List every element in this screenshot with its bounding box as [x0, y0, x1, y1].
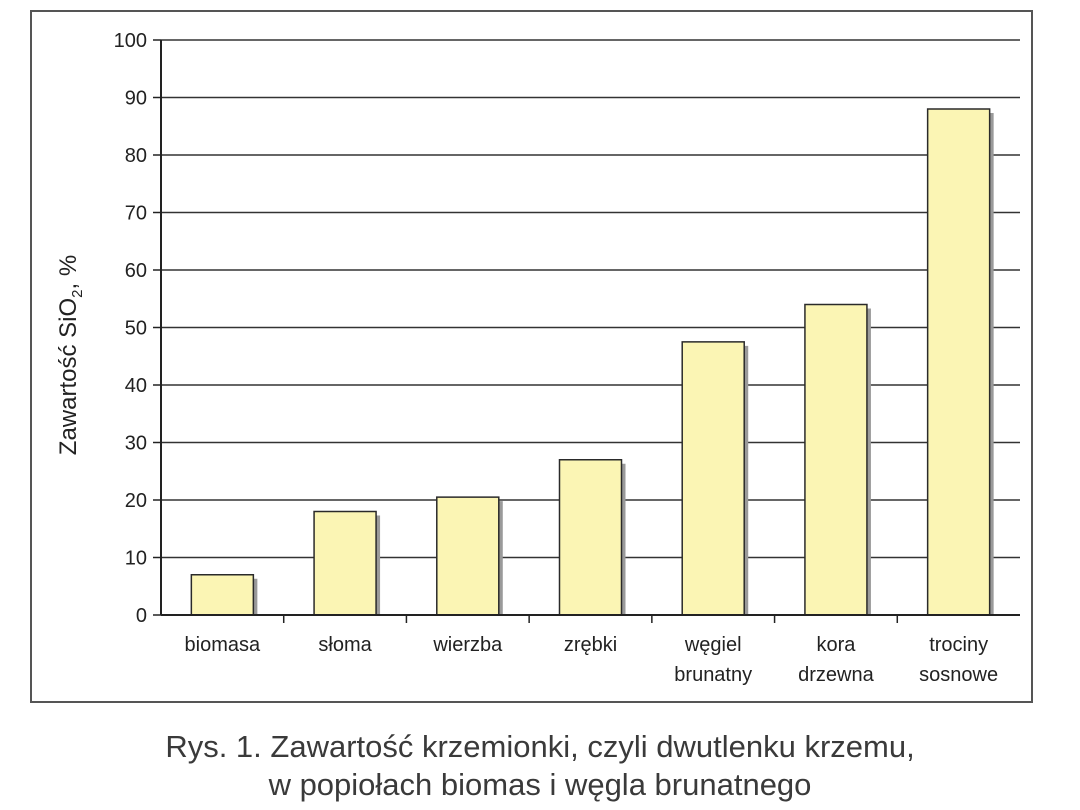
y-axis-title-main: Zawartość SiO [55, 298, 82, 455]
bar-2 [436, 496, 500, 616]
bar-1 [313, 510, 377, 616]
figure-caption: Rys. 1. Zawartość krzemionki, czyli dwut… [0, 728, 1080, 804]
x-tick-label: słoma [318, 634, 372, 656]
y-tick-label: 60 [125, 260, 147, 282]
x-tick-label: węgiel brunatny [674, 634, 752, 686]
bars [190, 108, 994, 616]
grid-lines [161, 39, 1020, 559]
x-tick-label: trociny sosnowe [919, 634, 998, 686]
bar-4 [681, 341, 745, 616]
bar-3 [558, 459, 623, 616]
y-tick-label: 10 [125, 548, 147, 570]
y-tick-label: 0 [136, 605, 147, 627]
y-tick-label: 70 [125, 203, 147, 225]
y-tick-labels: 0 10 20 30 40 50 60 70 80 90 100 [114, 30, 161, 627]
y-tick-label: 90 [125, 88, 147, 110]
y-axis-title: Zawartość SiO2, % [55, 255, 86, 455]
caption-line-1: Rys. 1. Zawartość krzemionki, czyli dwut… [165, 729, 915, 764]
x-tick-labels: biomasa słoma wierzba zrębki węgiel brunatny k… [185, 615, 998, 686]
y-axis-title-suffix: , % [55, 255, 82, 290]
y-tick-label: 40 [125, 375, 147, 397]
y-tick-label: 100 [114, 30, 147, 52]
x-tick-label: zrębki [564, 634, 617, 656]
y-tick-label: 80 [125, 145, 147, 167]
bar-6 [926, 108, 991, 616]
x-tick-label: kora drzewna [798, 634, 874, 686]
x-tick-label: biomasa [185, 634, 261, 656]
y-tick-label: 50 [125, 318, 147, 340]
y-axis-title-subscript: 2 [69, 289, 86, 297]
caption-line-2: w popiołach biomas i węgla brunatnego [268, 767, 812, 802]
y-tick-label: 30 [125, 433, 147, 455]
x-tick-label: wierzba [432, 634, 503, 656]
bar-0 [190, 574, 255, 616]
bar-5 [804, 303, 868, 616]
y-tick-label: 20 [125, 490, 147, 512]
